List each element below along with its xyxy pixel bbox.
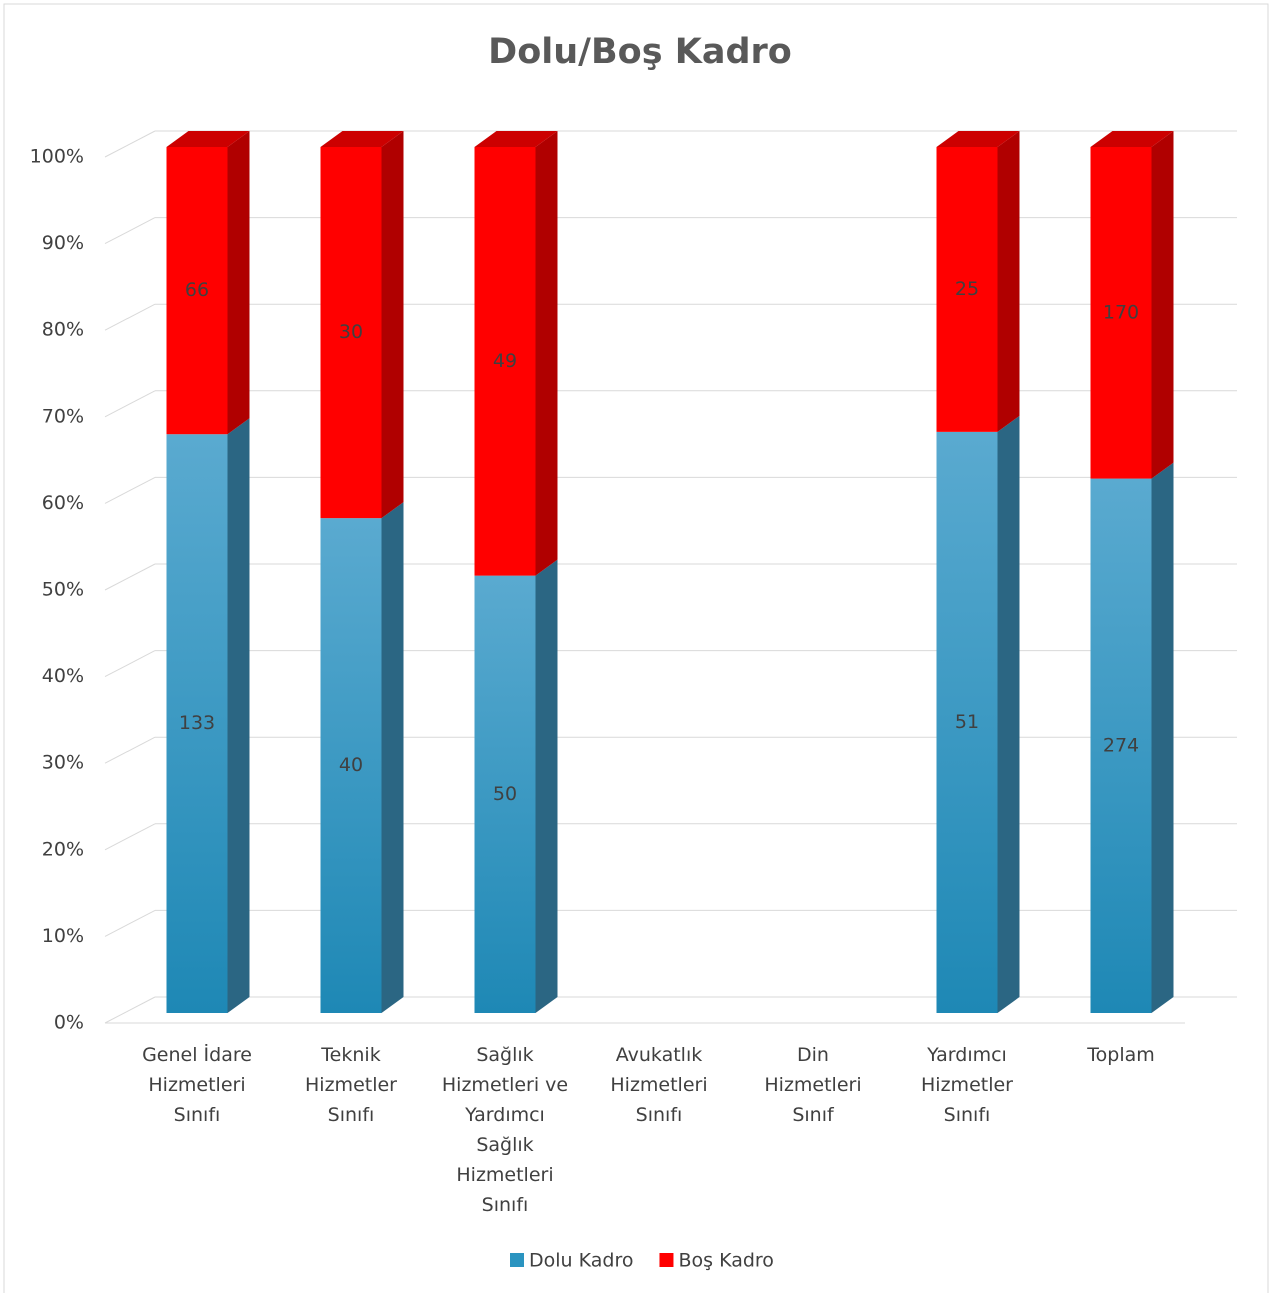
bar [320, 147, 382, 519]
grid-line [104, 909, 156, 937]
bar-top [320, 131, 404, 147]
bar-top [166, 131, 250, 147]
bar [1090, 147, 1152, 479]
y-tick-label: 60% [42, 492, 84, 514]
bar [166, 147, 228, 435]
data-label: 30 [339, 321, 363, 343]
bar-side [1151, 131, 1174, 479]
bar-side [1151, 462, 1174, 1014]
bar-side [227, 131, 250, 435]
legend-swatch [659, 1253, 674, 1267]
bar-side [381, 502, 404, 1013]
y-tick-label: 50% [42, 579, 84, 601]
data-label: 66 [185, 279, 209, 301]
x-tick-label: Din Hizmetleri Sınıf [764, 1044, 862, 1126]
data-label: 170 [1103, 301, 1139, 323]
data-label: 50 [493, 783, 517, 805]
grid-line [104, 390, 156, 418]
legend-label: Boş Kadro [678, 1250, 773, 1272]
y-tick-label: 90% [42, 232, 84, 254]
legend-label: Dolu Kadro [529, 1250, 633, 1272]
y-tick-label: 80% [42, 319, 84, 341]
grid-line [104, 650, 156, 678]
x-tick-label: Yardımcı Hizmetler Sınıfı [921, 1044, 1013, 1126]
bar [474, 575, 536, 1013]
data-label: 51 [955, 711, 979, 733]
data-label: 40 [339, 754, 363, 776]
grid-line [104, 563, 156, 591]
y-tick-label: 0% [54, 1012, 84, 1034]
bar-side [535, 559, 558, 1013]
bar [474, 147, 536, 576]
bar-side [227, 418, 250, 1014]
y-tick-label: 40% [42, 665, 84, 687]
y-tick-label: 20% [42, 838, 84, 860]
x-tick-label: Avukatlık Hizmetleri Sınıfı [610, 1044, 708, 1126]
bar [320, 518, 382, 1013]
bar-top [936, 131, 1020, 147]
y-tick-label: 10% [42, 925, 84, 947]
data-label: 49 [493, 350, 517, 372]
y-tick-label: 70% [42, 405, 84, 427]
data-label: 133 [179, 712, 215, 734]
bar [1090, 478, 1152, 1014]
bar [936, 147, 998, 432]
grid-line [104, 130, 156, 158]
grid-line [104, 217, 156, 245]
bar-side [535, 131, 558, 576]
grid-line [104, 476, 156, 504]
bar [166, 434, 228, 1014]
data-label: 274 [1103, 734, 1139, 756]
x-tick-label: Toplam [1087, 1044, 1155, 1066]
chart-title: Dolu/Boş Kadro [488, 32, 792, 72]
grid-line [104, 823, 156, 851]
x-tick-label: Sağlık Hizmetleri ve Yardımcı Sağlık Hiz… [441, 1044, 569, 1216]
bar-top [474, 131, 558, 147]
bar-side [997, 131, 1020, 432]
y-tick-label: 100% [30, 146, 84, 168]
bar [936, 431, 998, 1013]
bar-top [1090, 131, 1174, 147]
bar-side [997, 415, 1020, 1013]
grid-line [104, 736, 156, 764]
grid-line [104, 996, 156, 1024]
bar-side [381, 131, 404, 519]
y-tick-label: 30% [42, 752, 84, 774]
legend-swatch [510, 1253, 524, 1267]
x-tick-label: Genel İdare Hizmetleri Sınıfı [142, 1044, 252, 1126]
grid-line [104, 303, 156, 331]
data-label: 25 [955, 278, 979, 300]
x-tick-label: Teknik Hizmetler Sınıfı [305, 1044, 397, 1126]
